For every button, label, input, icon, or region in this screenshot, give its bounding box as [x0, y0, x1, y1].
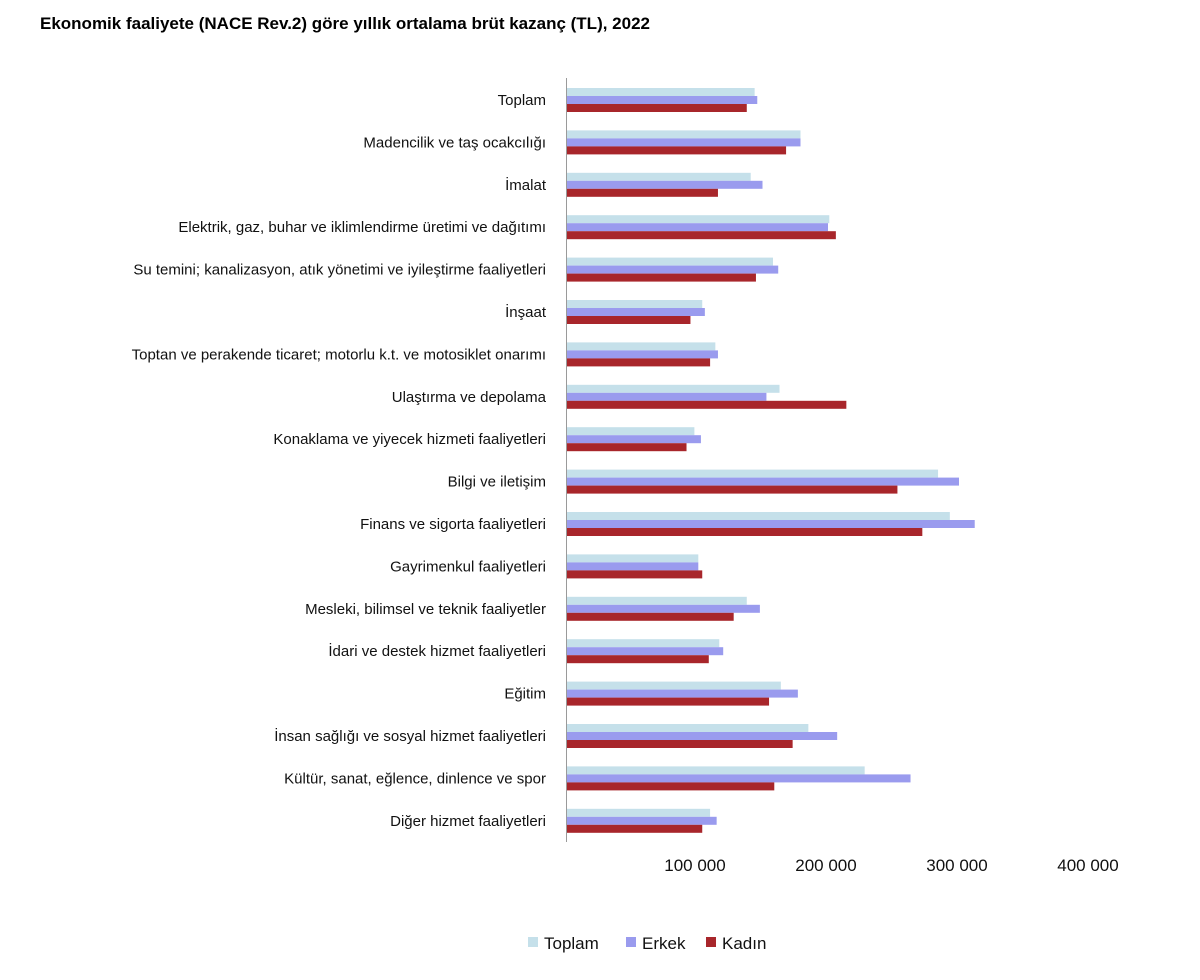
bar-kadin [566, 485, 898, 494]
bar-toplam [566, 766, 865, 775]
bar-erkek [566, 392, 767, 401]
category-label: Elektrik, gaz, buhar ve iklimlendirme ür… [178, 219, 546, 236]
bar-kadin [566, 443, 687, 452]
legend: Toplam Erkek Kadın [528, 934, 766, 953]
x-tick-label: 100 000 [664, 856, 725, 875]
bar-erkek [566, 604, 760, 613]
bar-toplam [566, 172, 751, 181]
bar-erkek [566, 520, 975, 528]
bar-toplam [566, 215, 830, 224]
legend-swatch-kadin [706, 937, 716, 947]
bar-toplam [566, 724, 809, 732]
category-label: Gayrimenkul faaliyetleri [390, 558, 546, 575]
bar-kadin [566, 188, 718, 197]
bar-toplam [566, 427, 695, 436]
bar-toplam [566, 384, 780, 393]
category-label: İmalat [505, 176, 547, 194]
category-labels: Toplam Madencilik ve taş ocakcılığı İmalat… [132, 92, 547, 830]
category-label: Bilgi ve iletişim [448, 474, 546, 491]
bars-layer [566, 88, 975, 833]
bar-toplam [566, 342, 716, 351]
category-label: Su temini; kanalizasyon, atık yönetimi v… [133, 262, 546, 279]
bar-erkek [566, 265, 779, 274]
category-label: Eğitim [504, 686, 546, 703]
legend-label-erkek: Erkek [642, 934, 686, 953]
category-label: Finans ve sigorta faaliyetleri [360, 516, 546, 533]
category-label: Toplam [498, 92, 546, 109]
bar-toplam [566, 554, 699, 563]
x-tick-label: 400 000 [1057, 856, 1118, 875]
bar-kadin [566, 400, 847, 409]
bar-kadin [566, 231, 836, 240]
bar-kadin [566, 570, 703, 579]
chart-title: Ekonomik faaliyete (NACE Rev.2) göre yıl… [40, 14, 650, 33]
category-label: Kültür, sanat, eğlence, dinlence ve spor [284, 770, 546, 787]
category-label: Konaklama ve yiyecek hizmeti faaliyetler… [273, 431, 546, 448]
bar-kadin [566, 358, 711, 367]
category-label: Mesleki, bilimsel ve teknik faaliyetler [305, 601, 546, 618]
category-label: İnşaat [505, 303, 547, 321]
bar-kadin [566, 782, 775, 791]
legend-swatch-erkek [626, 937, 636, 947]
bar-kadin [566, 316, 691, 324]
bar-kadin [566, 273, 756, 282]
bar-erkek [566, 647, 724, 656]
bar-erkek [566, 96, 758, 104]
bar-kadin [566, 104, 747, 112]
category-label: Toptan ve perakende ticaret; motorlu k.t… [132, 346, 546, 363]
bar-erkek [566, 689, 798, 698]
bar-toplam [566, 469, 939, 478]
category-label: Diğer hizmet faaliyetleri [390, 813, 546, 830]
category-label: Ulaştırma ve depolama [392, 389, 547, 406]
bar-toplam [566, 596, 747, 605]
x-axis-ticks: 100 000 200 000 300 000 400 000 [664, 856, 1118, 875]
legend-label-toplam: Toplam [544, 934, 599, 953]
bar-erkek [566, 732, 838, 740]
bar-toplam [566, 512, 950, 520]
bar-toplam [566, 808, 711, 817]
bar-kadin [566, 824, 703, 833]
bar-toplam [566, 681, 781, 690]
bar-erkek [566, 562, 699, 571]
bar-erkek [566, 477, 959, 486]
bar-kadin [566, 528, 923, 536]
bar-erkek [566, 138, 801, 147]
category-label: İnsan sağlığı ve sosyal hizmet faaliyetl… [274, 727, 546, 745]
legend-label-kadin: Kadın [722, 934, 766, 953]
bar-erkek [566, 308, 705, 316]
bar-kadin [566, 612, 734, 621]
bar-toplam [566, 130, 801, 139]
bar-erkek [566, 435, 701, 444]
bar-toplam [566, 257, 773, 266]
bar-erkek [566, 774, 911, 783]
bar-kadin [566, 146, 787, 155]
bar-erkek [566, 223, 828, 232]
category-label: İdari ve destek hizmet faaliyetleri [328, 642, 546, 660]
bar-erkek [566, 816, 717, 825]
bar-toplam [566, 88, 755, 96]
x-tick-label: 300 000 [926, 856, 987, 875]
legend-swatch-toplam [528, 937, 538, 947]
category-label: Madencilik ve taş ocakcılığı [363, 134, 546, 151]
bar-kadin [566, 655, 709, 664]
bar-erkek [566, 180, 763, 189]
bar-toplam [566, 300, 703, 308]
bar-toplam [566, 639, 720, 648]
bar-erkek [566, 350, 718, 359]
bar-kadin [566, 740, 793, 748]
x-tick-label: 200 000 [795, 856, 856, 875]
bar-kadin [566, 697, 770, 706]
